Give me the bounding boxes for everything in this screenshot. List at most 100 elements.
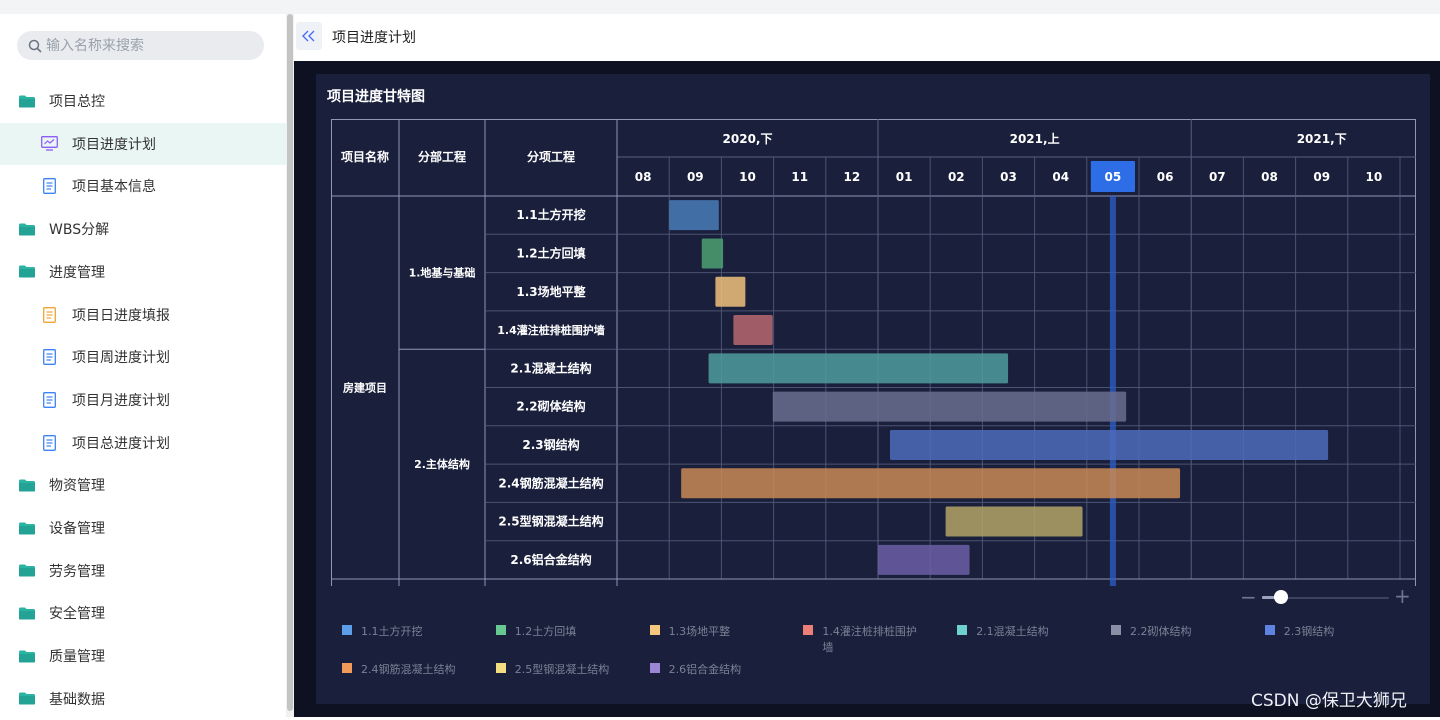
task-label: 2.6铝合金结构 (510, 552, 591, 567)
legend-swatch (649, 625, 660, 635)
watermark: CSDN @保卫大狮兄 (1251, 691, 1407, 711)
legend-label: 1.3场地平整 (668, 625, 731, 638)
period-label: 2021,下 (1297, 132, 1347, 146)
sidebar-item[interactable]: 项目总控 (0, 80, 304, 122)
legend-item[interactable]: 2.1混凝土结构 (957, 623, 1049, 639)
page-title: 项目进度计划 (332, 30, 416, 46)
sidebar-item-label: 项目月进度计划 (72, 392, 170, 409)
gantt-bar[interactable] (878, 544, 970, 575)
scrollbar-thumb[interactable] (287, 14, 293, 711)
task-label: 1.3场地平整 (516, 284, 585, 299)
gantt-bar[interactable] (772, 391, 1127, 422)
gantt-bar[interactable] (681, 468, 1181, 499)
month-label: 05 (1105, 170, 1122, 184)
zoom-out-button[interactable]: − (1240, 585, 1257, 609)
zoom-in-button[interactable]: + (1394, 584, 1411, 608)
sidebar-item[interactable]: 项目基本信息 (0, 165, 326, 207)
legend-swatch (649, 663, 660, 673)
folder-icon (18, 520, 36, 536)
sidebar-item-label: 质量管理 (49, 649, 105, 666)
sidebar-item[interactable]: 安全管理 (0, 592, 304, 634)
legend-item[interactable]: 2.4钢筋混凝土结构 (342, 661, 456, 677)
sidebar-item[interactable]: 设备管理 (0, 507, 304, 549)
legend-label: 1.2土方回填 (514, 625, 577, 638)
sidebar-item[interactable]: 项目日进度填报 (0, 294, 326, 336)
gantt-bar[interactable] (669, 200, 719, 231)
month-label: 09 (687, 170, 704, 184)
folder-icon (18, 93, 36, 109)
zoom-slider-thumb[interactable] (1274, 590, 1289, 604)
gantt-bar[interactable] (708, 353, 1009, 384)
folder-icon (18, 648, 36, 664)
sidebar-item-label: 安全管理 (49, 606, 105, 623)
sidebar-item[interactable]: 劳务管理 (0, 550, 304, 592)
task-label: 2.2砌体结构 (516, 399, 585, 414)
zoom-track[interactable] (1262, 597, 1389, 599)
gantt-bar[interactable] (889, 429, 1329, 460)
sidebar-item-label: 项目周进度计划 (72, 350, 170, 367)
gantt-bar[interactable] (945, 506, 1083, 537)
gantt-bar[interactable] (701, 238, 724, 269)
task-label: 1.1土方开挖 (516, 207, 585, 222)
legend-item[interactable]: 2.2砌体结构 (1111, 623, 1192, 639)
sidebar-item[interactable]: 项目进度计划 (0, 122, 326, 165)
double-chevron-left-icon (302, 27, 316, 46)
sidebar-scrollbar[interactable] (286, 14, 294, 717)
legend-item[interactable]: 1.3场地平整 (649, 623, 731, 639)
gantt-panel (316, 74, 1430, 704)
top-strip (0, 0, 1440, 15)
sidebar-item[interactable]: 项目月进度计划 (0, 379, 326, 421)
task-label: 2.4钢筋混凝土结构 (498, 475, 603, 490)
current-month-highlight (1090, 161, 1135, 192)
folder-icon (18, 691, 36, 707)
folder-icon (18, 264, 36, 280)
sidebar-item[interactable]: 项目周进度计划 (0, 336, 326, 378)
sidebar-item[interactable]: 进度管理 (0, 251, 304, 293)
sidebar-item-label: 项目总进度计划 (72, 435, 170, 452)
legend-item[interactable]: 1.1土方开挖 (342, 623, 423, 639)
task-label: 2.3钢结构 (522, 437, 579, 452)
sidebar-item[interactable]: 质量管理 (0, 635, 304, 677)
sidebar-item-label: 项目日进度填报 (72, 307, 170, 324)
month-label: 01 (896, 170, 913, 184)
document-icon (40, 349, 58, 366)
month-label: 12 (844, 170, 861, 184)
header-project-name: 项目名称 (341, 149, 389, 164)
search-box[interactable] (17, 31, 264, 60)
sidebar-item[interactable]: 物资管理 (0, 464, 304, 506)
month-label: 03 (1000, 170, 1017, 184)
legend-item[interactable]: 2.3钢结构 (1264, 623, 1335, 639)
search-icon (28, 38, 42, 57)
folder-icon (18, 221, 36, 237)
collapse-sidebar-button[interactable] (296, 22, 322, 50)
sidebar-item-label: 基础数据 (49, 691, 105, 708)
division-label: 2.主体结构 (414, 457, 470, 471)
period-label: 2021,上 (1010, 131, 1060, 146)
legend-item[interactable]: 1.2土方回填 (495, 623, 577, 639)
sidebar-item[interactable]: WBS分解 (0, 208, 304, 250)
legend-label: 2.3钢结构 (1283, 625, 1335, 638)
legend-item[interactable]: 2.5型钢混凝土结构 (495, 661, 609, 677)
month-label: 08 (1261, 170, 1278, 184)
legend-swatch (342, 663, 352, 673)
sidebar-item-label: 物资管理 (49, 478, 105, 495)
task-label: 1.4灌注桩排桩围护墙 (497, 323, 605, 337)
division-label: 1.地基与基础 (409, 266, 476, 280)
search-input[interactable] (46, 31, 256, 60)
legend-label: 2.1混凝土结构 (976, 625, 1049, 638)
folder-icon (18, 605, 36, 621)
legend-item[interactable]: 1.4灌注桩排桩围护墙 (803, 623, 921, 655)
legend-item[interactable]: 2.6铝合金结构 (649, 661, 741, 677)
project-label: 房建项目 (343, 381, 387, 395)
legend-swatch (957, 625, 968, 635)
sidebar-item[interactable]: 基础数据 (0, 678, 304, 720)
sidebar-item[interactable]: 项目总进度计划 (0, 422, 326, 464)
gantt-bar[interactable] (733, 315, 773, 346)
legend-label: 1.4灌注桩排桩围护墙 (822, 625, 917, 654)
gantt-bar[interactable] (715, 276, 746, 307)
folder-icon (18, 477, 36, 493)
legend-swatch (1264, 625, 1275, 635)
zoom-control: − + (1240, 584, 1414, 609)
gantt-chart: 2020,下 08 09 10 11 12 2021,上 01 02 03 04 05 06 2021,下… (331, 119, 1416, 586)
